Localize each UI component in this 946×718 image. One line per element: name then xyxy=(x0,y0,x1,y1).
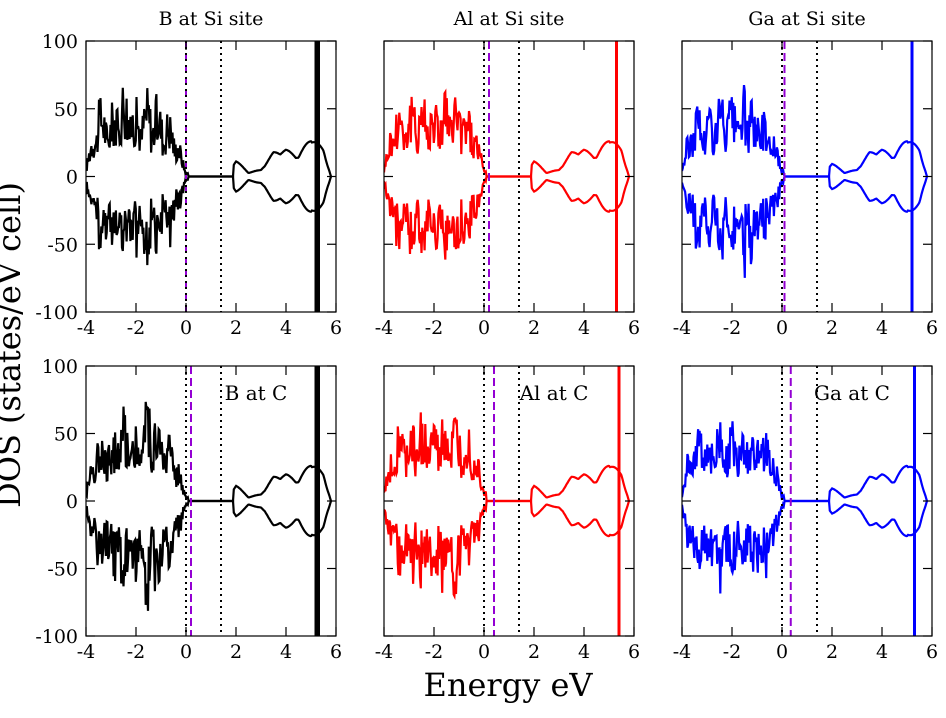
panel-2: -4 -2 0 2 4 6 Al at Si site xyxy=(375,8,640,339)
panel-1: -4 -2 0 2 4 6 -100 -50 0 50 100 B at Si site xyxy=(35,8,342,339)
x-tick-label: 4 xyxy=(280,641,292,663)
x-tick-label: -2 xyxy=(723,317,742,339)
x-tick-label: 2 xyxy=(826,641,838,663)
panel-5: -4 -2 0 2 4 6 Al at C xyxy=(375,365,640,663)
x-tick-label: 0 xyxy=(776,641,788,663)
y-tick-label: 100 xyxy=(42,31,78,53)
x-tick-label: -4 xyxy=(673,641,692,663)
x-tick-label: -4 xyxy=(375,317,394,339)
y-tick-label: 100 xyxy=(42,356,78,378)
dos-spin-up-line xyxy=(86,87,333,178)
dos-spin-up-line xyxy=(682,84,929,178)
dos-spin-down-line xyxy=(682,175,929,278)
y-tick-label: -50 xyxy=(47,234,78,256)
y-tick-label: 50 xyxy=(54,99,78,121)
panel-annotation: Ga at C xyxy=(814,381,890,405)
panel-4: -4 -2 0 2 4 6 -100 -50 0 50 100 B at C xyxy=(35,356,342,663)
dos-spin-down-line xyxy=(682,499,929,594)
panel-data xyxy=(86,41,333,312)
x-tick-label: -2 xyxy=(425,641,444,663)
x-tick-label: 6 xyxy=(330,641,342,663)
x-tick-label: 4 xyxy=(876,641,888,663)
x-tick-label: 2 xyxy=(528,317,540,339)
panel-title: Al at Si site xyxy=(453,8,565,30)
x-tick-label: -4 xyxy=(673,317,692,339)
dos-spin-down-line xyxy=(384,175,631,260)
x-tick-label: 2 xyxy=(230,317,242,339)
x-tick-label: 0 xyxy=(478,641,490,663)
panel-data xyxy=(86,366,333,636)
panel-annotation: Al at C xyxy=(519,381,589,405)
x-tick-label: -2 xyxy=(425,317,444,339)
x-tick-label: 0 xyxy=(180,317,192,339)
x-tick-label: 4 xyxy=(578,317,590,339)
x-tick-label: 6 xyxy=(330,317,342,339)
y-tick-label: 50 xyxy=(54,424,78,446)
dos-spin-down-line xyxy=(86,499,333,611)
panel-data xyxy=(384,366,631,636)
x-tick-label: 6 xyxy=(926,317,938,339)
panel-annotation: B at C xyxy=(225,381,288,405)
x-tick-label: -4 xyxy=(77,317,96,339)
x-tick-label: 6 xyxy=(628,317,640,339)
x-tick-label: -4 xyxy=(77,641,96,663)
panel-6: -4 -2 0 2 4 6 Ga at C xyxy=(673,365,938,663)
x-tick-label: 4 xyxy=(876,317,888,339)
x-tick-label: -2 xyxy=(127,317,146,339)
x-tick-label: 2 xyxy=(230,641,242,663)
figure-ylabel: DOS (states/eV cell) xyxy=(0,182,28,508)
y-tick-label: -100 xyxy=(35,302,78,324)
panel-data xyxy=(682,366,929,636)
dos-spin-up-line xyxy=(384,412,631,503)
x-tick-label: 0 xyxy=(776,317,788,339)
panel-title: B at Si site xyxy=(159,8,264,30)
dos-spin-down-line xyxy=(86,175,333,266)
x-tick-label: 6 xyxy=(628,641,640,663)
x-tick-label: 0 xyxy=(180,641,192,663)
x-tick-label: -2 xyxy=(127,641,146,663)
x-tick-label: 0 xyxy=(478,317,490,339)
x-tick-label: 2 xyxy=(528,641,540,663)
panel-data xyxy=(384,41,631,312)
dos-spin-up-line xyxy=(86,401,333,503)
dos-spin-down-line xyxy=(384,499,631,601)
y-tick-label: 0 xyxy=(66,167,78,189)
x-tick-label: -2 xyxy=(723,641,742,663)
x-tick-label: 4 xyxy=(578,641,590,663)
x-tick-label: -4 xyxy=(375,641,394,663)
y-tick-label: -50 xyxy=(47,559,78,581)
figure-xlabel: Energy eV xyxy=(424,666,594,704)
dos-spin-up-line xyxy=(384,88,631,178)
y-tick-label: 0 xyxy=(66,491,78,513)
panel-data xyxy=(682,41,929,312)
y-tick-label: -100 xyxy=(35,626,78,648)
x-tick-label: 2 xyxy=(826,317,838,339)
panel-3: -4 -2 0 2 4 6 Ga at Si site xyxy=(673,8,938,339)
panel-title: Ga at Si site xyxy=(748,8,865,30)
dos-spin-up-line xyxy=(682,421,929,503)
x-tick-label: 4 xyxy=(280,317,292,339)
panels: -4 -2 0 2 4 6 -100 -50 0 50 100 B at Si site -4 -2 0 2 4… xyxy=(35,8,938,663)
x-tick-label: 6 xyxy=(926,641,938,663)
